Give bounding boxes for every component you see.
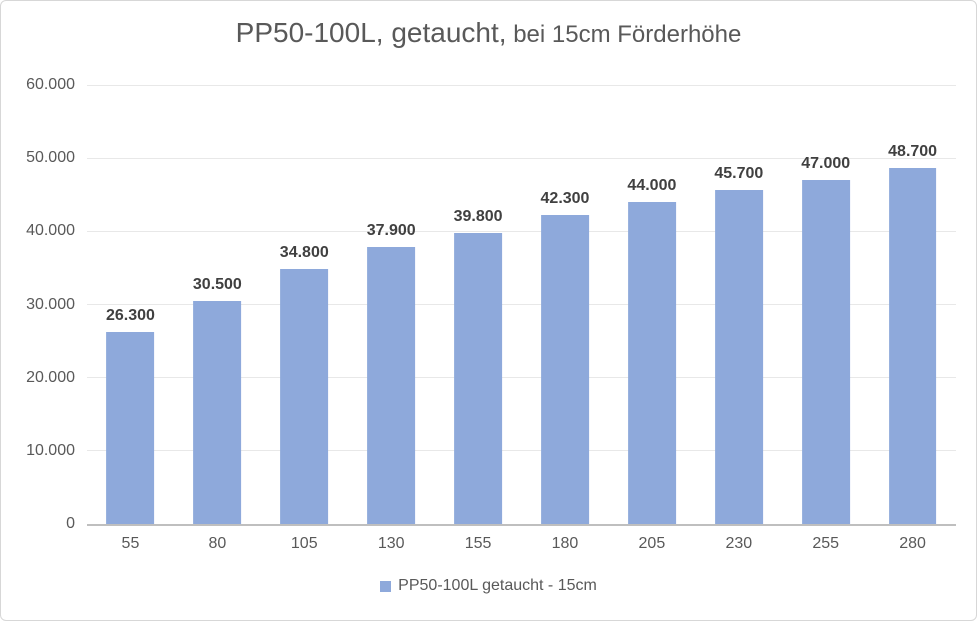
bar [541,214,589,524]
data-label: 30.500 [192,275,242,293]
chart-title-main: PP50-100L, getaucht, [235,17,507,48]
x-tick-label: 80 [208,535,227,552]
data-label: 34.800 [279,244,329,262]
gridline [87,377,956,379]
bar-slot: 45.700 [695,85,782,524]
data-label: 42.300 [540,189,590,207]
bar-slot: 26.300 [87,85,174,524]
bar-slot: 42.300 [522,85,609,524]
x-tick-label: 280 [899,535,926,552]
bar [714,189,763,524]
data-label: 48.700 [888,142,938,160]
bar-slot: 48.700 [869,85,956,524]
chart-title-sub: bei 15cm Förderhöhe [506,21,742,48]
x-tick-label: 105 [290,535,318,552]
y-tick-label: 60.000 [26,76,75,93]
x-axis: 55 80 105 130 155 180 205 230 255 280 [87,535,956,553]
y-tick-label: 10.000 [26,441,75,459]
bar-slot: 39.800 [435,85,522,524]
bar-slot: 30.500 [174,85,261,524]
data-label: 44.000 [627,177,677,195]
data-label: 39.800 [453,207,503,225]
bar [627,202,676,524]
bar [801,180,850,524]
legend-swatch-icon [380,580,392,592]
data-label: 45.700 [714,164,764,182]
legend: PP50-100L getaucht - 15cm [1,577,976,595]
plot-area: 26.300 30.500 34.800 37.900 39.800 42.300 44.0… [87,84,956,526]
x-tick-label: 230 [725,535,753,552]
chart-title: PP50-100L, getaucht, bei 15cm Förderhöhe [1,17,976,49]
y-tick-label: 0 [66,515,75,532]
data-label: 47.000 [801,155,851,173]
gridline [87,450,956,452]
gridline [87,157,956,159]
bar-slot: 37.900 [348,85,435,524]
data-label: 26.300 [105,306,155,324]
data-label: 37.900 [366,221,416,239]
bar [280,269,329,524]
x-tick-label: 155 [464,535,492,552]
bar [367,246,416,524]
bar [888,167,937,524]
y-tick-label: 20.000 [26,368,75,386]
bar-slot: 44.000 [608,85,695,524]
bar [106,331,155,524]
y-tick-label: 40.000 [26,222,75,240]
x-tick-label: 180 [551,535,579,552]
bar [193,300,242,524]
x-tick-label: 205 [638,535,666,552]
y-tick-label: 50.000 [26,149,75,167]
bar-slot: 34.800 [261,85,348,524]
gridline [87,304,956,305]
x-tick-label: 255 [812,535,840,552]
x-tick-label: 130 [377,535,405,552]
bar-slot: 47.000 [782,85,869,524]
gridline [87,84,956,86]
bar [454,232,502,524]
bar-series: 26.300 30.500 34.800 37.900 39.800 42.300 44.0… [87,85,956,524]
gridline [87,230,956,232]
x-tick-label: 55 [121,535,140,552]
legend-label: PP50-100L getaucht - 15cm [398,577,597,594]
y-tick-label: 30.000 [26,295,75,313]
